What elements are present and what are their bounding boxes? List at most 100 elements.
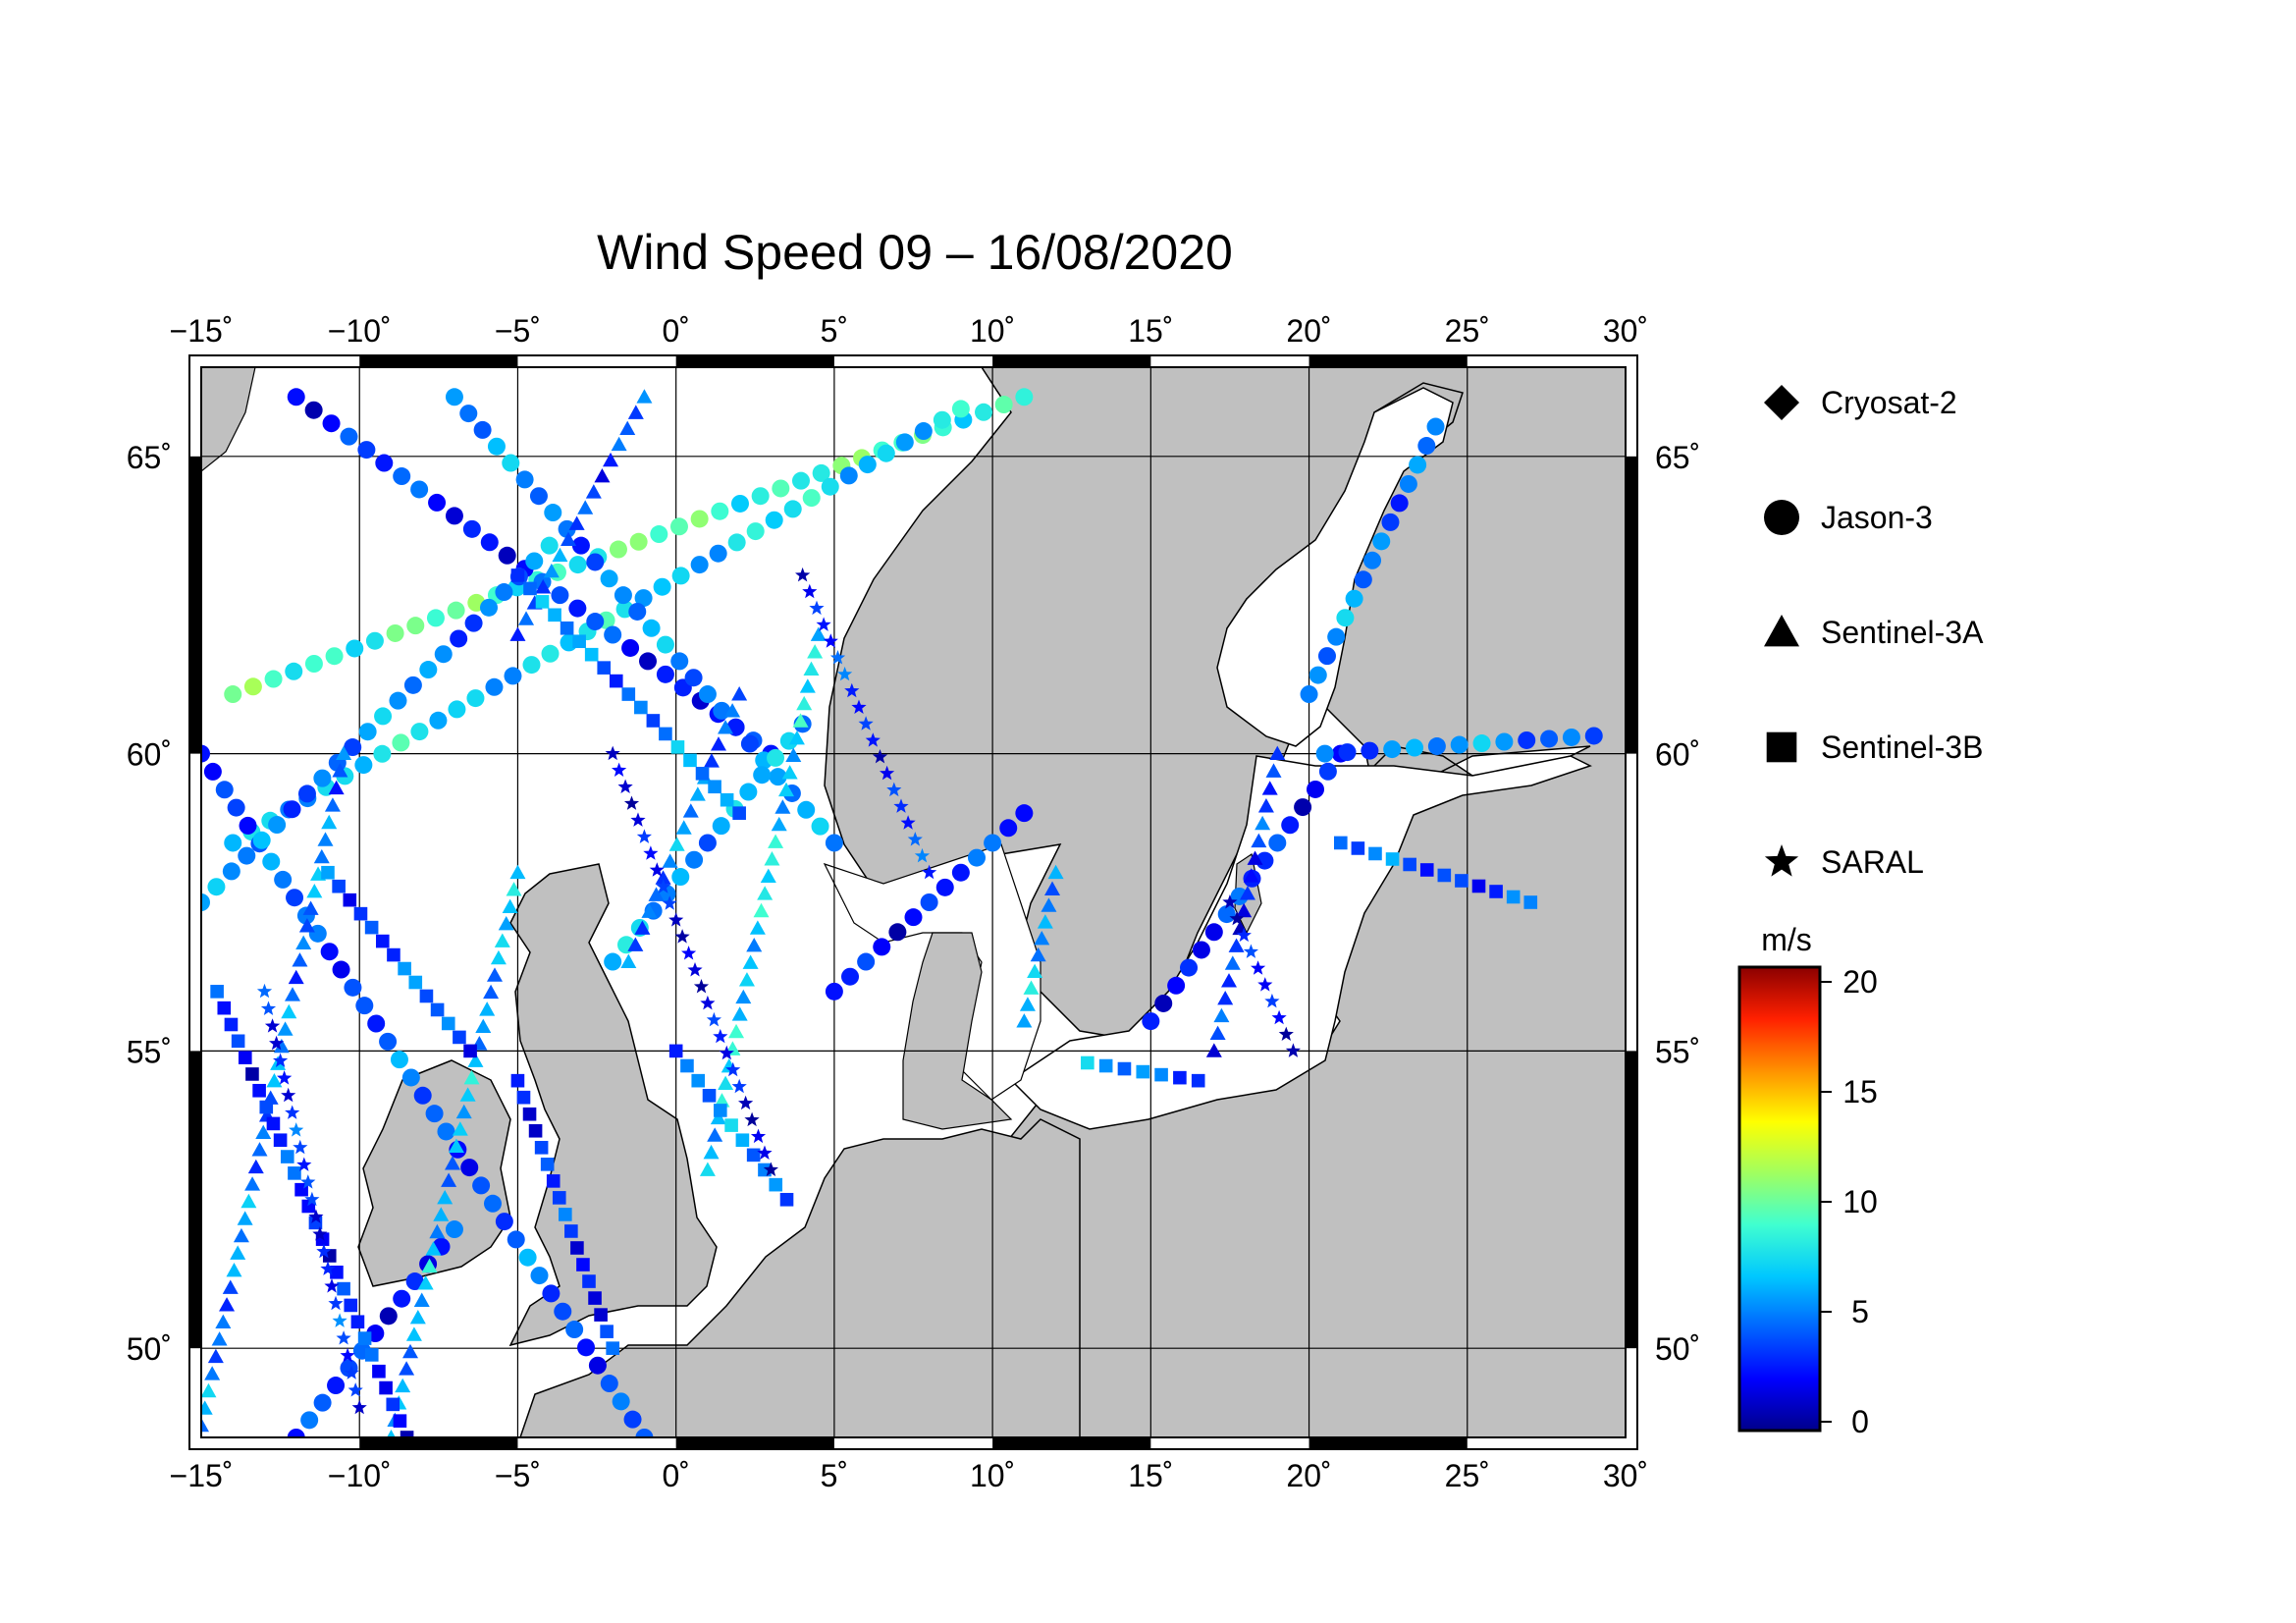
track-point — [1222, 894, 1238, 909]
track-point — [437, 1122, 455, 1141]
track-point — [445, 1220, 463, 1239]
track-point — [1041, 897, 1057, 912]
track-jason-3 — [1142, 744, 1350, 1031]
track-point — [568, 556, 587, 574]
track-point — [623, 1410, 642, 1429]
lat-tick-label-left: 60˚ — [127, 737, 172, 773]
track-point — [313, 769, 332, 787]
track-point — [504, 667, 522, 685]
track-point — [215, 1314, 232, 1329]
track-point — [706, 1011, 721, 1027]
track-sentinel-3b — [321, 865, 477, 1058]
track-point — [430, 1002, 445, 1017]
track-point — [739, 783, 758, 801]
track-point — [288, 1166, 301, 1180]
track-point — [344, 1298, 358, 1313]
track-point — [609, 540, 627, 559]
track-point — [425, 1241, 442, 1256]
track-point — [340, 1347, 355, 1363]
track-point — [1044, 881, 1061, 895]
lat-tick-label-left: 50˚ — [127, 1331, 172, 1367]
track-point — [1764, 500, 1799, 535]
legend-label: Jason-3 — [1821, 500, 1933, 535]
colorbar-tick-label: 5 — [1851, 1294, 1869, 1329]
track-point — [437, 1189, 454, 1205]
track-point — [718, 720, 734, 734]
border-band-top — [675, 355, 834, 367]
track-point — [386, 623, 404, 642]
track-point — [1204, 923, 1223, 942]
track-point — [332, 960, 350, 979]
track-point — [239, 816, 257, 835]
track-point — [387, 947, 400, 962]
track-point — [781, 765, 798, 780]
track-point — [1368, 846, 1382, 861]
track-point — [792, 713, 809, 728]
track-point — [336, 745, 352, 761]
track-point — [1308, 666, 1327, 684]
track-point — [763, 1162, 778, 1176]
track-point — [1294, 798, 1312, 817]
track-point — [735, 1133, 750, 1148]
track-point — [753, 902, 770, 918]
legend-item: Cryosat-2 — [1764, 385, 1957, 420]
track-point — [312, 1226, 328, 1241]
track-point — [1472, 734, 1491, 753]
map-border — [200, 366, 1627, 1438]
track-point — [252, 831, 271, 849]
track-point — [1236, 902, 1253, 918]
track-point — [627, 937, 644, 951]
track-point — [1019, 997, 1036, 1011]
track-point — [802, 583, 818, 599]
track-point — [606, 1341, 619, 1355]
track-point — [1224, 955, 1241, 970]
track-point — [324, 797, 341, 812]
track-sentinel-3a — [1205, 745, 1286, 1057]
track-point — [703, 753, 720, 768]
track-point — [779, 731, 798, 750]
track-point — [308, 924, 327, 943]
track-point — [797, 800, 816, 819]
track-point — [256, 983, 273, 999]
track-point — [914, 847, 931, 863]
track-point — [332, 879, 346, 893]
track-point — [408, 975, 423, 990]
track-point — [419, 661, 438, 679]
track-point — [765, 511, 783, 529]
lat-tick-label-left: 55˚ — [127, 1034, 172, 1069]
track-point — [771, 816, 787, 832]
track-point — [1016, 1013, 1033, 1028]
track-point — [441, 1016, 455, 1031]
track-point — [1409, 456, 1427, 474]
track-point — [570, 1241, 584, 1255]
track-point — [322, 414, 341, 433]
track-point — [597, 661, 612, 675]
track-sentinel-3b — [1081, 1055, 1205, 1088]
track-point — [684, 669, 703, 687]
track-point — [1251, 960, 1266, 975]
track-point — [1764, 844, 1799, 877]
track-point — [649, 862, 665, 877]
track-point — [224, 1017, 239, 1032]
track-point — [535, 595, 550, 609]
track-point — [405, 1272, 424, 1291]
track-point — [509, 864, 526, 880]
track-point — [1562, 728, 1580, 746]
track-point — [746, 522, 765, 541]
track-point — [920, 893, 938, 911]
track-point — [350, 1315, 365, 1329]
track-point — [367, 1014, 386, 1033]
track-point — [1300, 685, 1318, 704]
track-point — [713, 1028, 728, 1044]
track-point — [231, 1034, 245, 1049]
track-point — [243, 677, 262, 696]
track-point — [687, 962, 703, 977]
track-point — [429, 711, 448, 730]
track-point — [217, 1001, 232, 1015]
track-point — [742, 954, 759, 969]
track-point — [462, 519, 481, 538]
track-point — [215, 781, 234, 799]
border-band-top — [359, 355, 518, 367]
track-point — [401, 1068, 420, 1087]
track-point — [634, 920, 651, 935]
